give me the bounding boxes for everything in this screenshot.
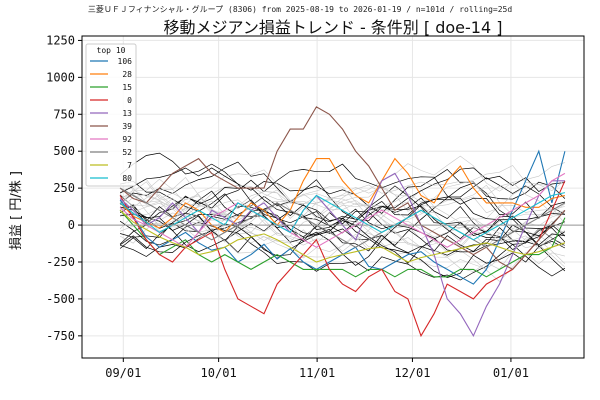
series-line-39 <box>119 106 566 271</box>
legend: top 10 106 28 15 0 13 39 92 52 7 80 <box>85 43 137 187</box>
background-series-line <box>120 190 566 264</box>
chart-title: 移動メジアン損益トレンド - 条件別 [ doe-14 ] <box>163 18 503 37</box>
plot-frame <box>81 35 585 359</box>
background-series-line <box>119 215 565 257</box>
series-line-80 <box>119 192 566 241</box>
y-tick-label: 1250 <box>46 33 75 47</box>
y-tick-label: -500 <box>46 292 75 306</box>
legend-title: top 10 <box>97 46 126 55</box>
legend-label-39: 39 <box>122 122 132 131</box>
background-series-line <box>119 180 566 237</box>
legend-label-106: 106 <box>118 57 133 66</box>
grid <box>82 36 584 358</box>
legend-label-0: 0 <box>127 96 132 105</box>
y-tick-label: 250 <box>53 181 75 195</box>
y-tick-label: 1000 <box>46 70 75 84</box>
y-tick-label: -750 <box>46 329 75 343</box>
x-axis: 09/01 10/01 11/01 12/01 01/01 <box>105 358 529 380</box>
legend-label-13: 13 <box>122 109 132 118</box>
background-series-line <box>119 194 566 272</box>
y-axis-label-wrap: 損益 [ 円/株 ] <box>4 120 24 300</box>
background-lines <box>119 152 566 282</box>
series-line-28 <box>119 157 566 234</box>
background-series-line <box>120 165 566 240</box>
background-series-line <box>119 152 566 214</box>
y-axis-label: 損益 [ 円/株 ] <box>8 170 24 250</box>
background-series-line <box>119 220 566 281</box>
background-series-line <box>119 174 565 238</box>
series-line-15 <box>119 209 566 278</box>
background-series-line <box>119 175 566 268</box>
legend-label-92: 92 <box>122 135 132 144</box>
background-series-line <box>120 163 565 219</box>
x-tick-label: 09/01 <box>105 366 141 380</box>
background-series-line <box>119 193 566 254</box>
legend-label-28: 28 <box>122 70 132 79</box>
background-series-line <box>119 181 565 272</box>
legend-label-80: 80 <box>122 174 132 183</box>
y-tick-label: 0 <box>68 218 75 232</box>
y-tick-label: 750 <box>53 107 75 121</box>
x-tick-label: 12/01 <box>394 366 430 380</box>
background-series-line <box>119 161 566 277</box>
series-line-0 <box>119 180 566 338</box>
y-tick-label: 500 <box>53 144 75 158</box>
y-axis: -750 -500 -250 0 250 500 750 1000 1250 <box>46 33 82 343</box>
legend-label-7: 7 <box>127 161 132 170</box>
background-series-line <box>119 155 565 244</box>
series-line-92 <box>119 172 566 248</box>
x-tick-label: 01/01 <box>493 366 529 380</box>
background-series-line <box>120 193 566 244</box>
series-line-7 <box>119 209 566 263</box>
x-tick-label: 11/01 <box>299 366 335 380</box>
legend-label-15: 15 <box>122 83 132 92</box>
y-tick-label: -250 <box>46 255 75 269</box>
x-tick-label: 10/01 <box>201 366 237 380</box>
legend-box <box>85 43 137 187</box>
chart-suptitle: 三菱ＵＦＪフィナンシャル・グループ (8306) from 2025-08-19… <box>87 5 513 14</box>
background-series-line <box>119 176 566 217</box>
legend-label-52: 52 <box>122 148 132 157</box>
background-series-line <box>120 193 566 270</box>
series-lines <box>119 106 566 338</box>
